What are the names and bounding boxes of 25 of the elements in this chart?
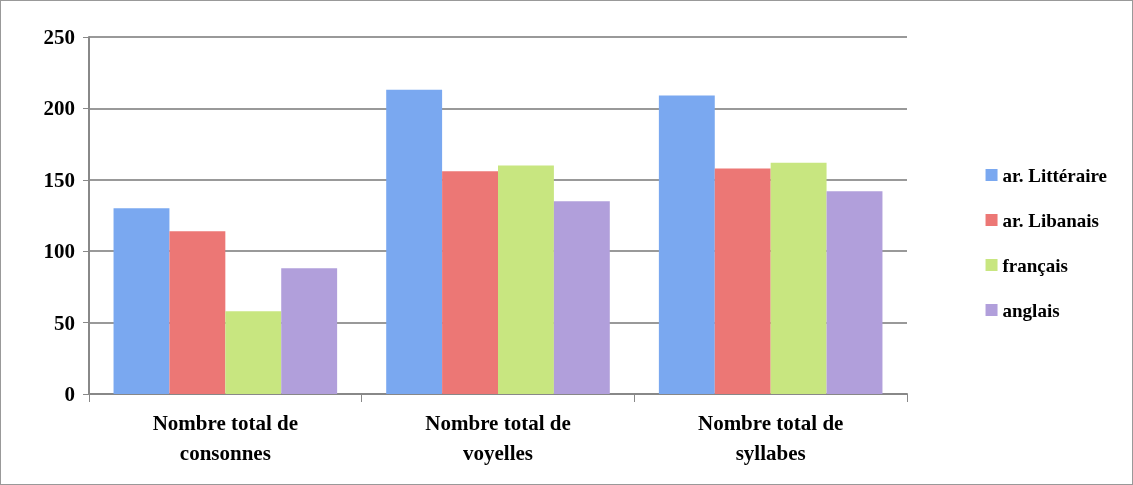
legend-label: anglais [1002,299,1060,321]
bar [498,165,554,394]
x-tick-label: Nombre total de voyelles [425,411,571,465]
x-tick-label: Nombre total de consonnes [152,411,299,465]
bar [658,95,715,394]
legend-label: ar. Littéraire [1002,164,1108,186]
y-tick-label: 50 [54,310,75,335]
bar [113,208,170,394]
bar [225,311,282,394]
bar [714,168,771,394]
y-tick-label: 200 [43,96,75,121]
y-tick-label: 100 [43,239,75,264]
bar [553,201,610,394]
bar [442,171,498,394]
y-tick-label: 0 [64,382,75,406]
bar [169,231,226,394]
y-tick-label: 150 [43,167,75,192]
legend-label: français [1002,254,1068,276]
y-tick-label: 250 [43,25,75,49]
bar [386,89,443,394]
x-tick-label: Nombre total de syllabes [697,411,844,465]
bar [281,268,338,394]
bar [826,191,883,394]
bar [770,162,827,394]
legend-label: ar. Libanais [1002,209,1099,231]
